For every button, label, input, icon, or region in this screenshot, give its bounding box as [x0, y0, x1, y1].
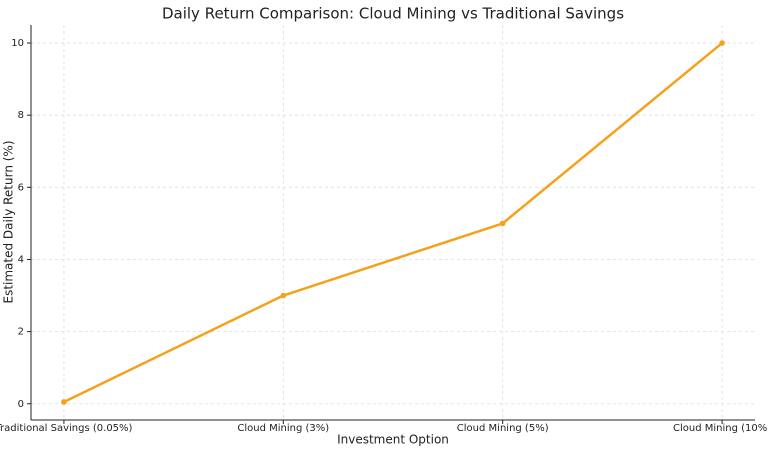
point — [61, 399, 67, 405]
y-tick-label: 2 — [18, 327, 24, 338]
y-tick-label: 6 — [18, 182, 24, 193]
point — [499, 220, 506, 227]
y-tick-label: 8 — [18, 110, 24, 121]
grid — [31, 25, 755, 420]
y-axis-label: Estimated Daily Return (%) — [2, 140, 16, 303]
x-tick-label: Cloud Mining (10%) — [673, 423, 768, 434]
point — [280, 292, 287, 299]
x-axis-label: Investment Option — [337, 433, 449, 447]
point — [719, 40, 725, 46]
y-tick-label: 10 — [11, 38, 24, 49]
chart-title: Daily Return Comparison: Cloud Mining vs… — [162, 5, 624, 23]
x-tick-label: Cloud Mining (5%) — [457, 423, 549, 434]
y-tick-label: 0 — [18, 399, 24, 410]
x-tick-label: Cloud Mining (3%) — [237, 423, 329, 434]
line — [63, 42, 723, 404]
y-tick-label: 4 — [18, 254, 24, 265]
x-tick-label: Traditional Savings (0.05%) — [0, 423, 133, 434]
